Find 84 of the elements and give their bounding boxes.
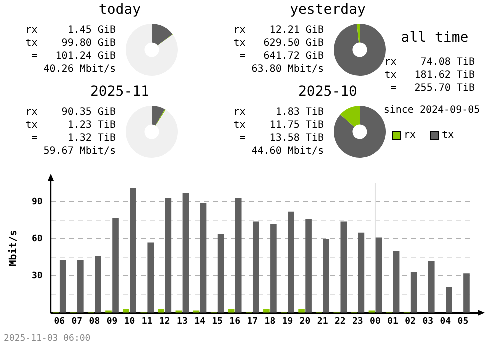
text: since 2024-09-05	[382, 104, 482, 117]
bar	[182, 193, 190, 313]
x-tick-label: 22	[334, 316, 346, 327]
x-tick-label: 19	[282, 316, 294, 327]
x-tick-label: 23	[352, 316, 364, 327]
x-tick-label: 07	[72, 316, 83, 327]
bar	[158, 309, 165, 313]
x-tick-label: 04	[440, 316, 452, 327]
x-tick-label: 02	[405, 316, 416, 327]
x-tick-label: 09	[106, 316, 118, 327]
text: rx 1.83 TiB	[234, 107, 324, 118]
chart-title: 2025-10	[297, 84, 358, 100]
bar	[218, 234, 224, 313]
x-tick-label: 14	[194, 316, 206, 327]
chart-title: yesterday	[289, 2, 367, 18]
bar	[60, 260, 66, 313]
text: tx 99.80 GiB	[26, 38, 116, 49]
text: = 641.72 GiB	[240, 51, 324, 62]
text: tx 1.23 TiB	[26, 120, 116, 131]
bar	[112, 218, 119, 313]
chart-title: 2025-11	[89, 84, 150, 100]
bar	[252, 222, 260, 313]
text: 59.67 Mbit/s	[44, 146, 116, 157]
bar	[464, 274, 470, 313]
bar	[306, 219, 312, 313]
bar	[358, 232, 365, 313]
x-tick-label: 16	[230, 316, 241, 327]
text: rx 90.35 GiB	[26, 107, 116, 118]
text: = 13.58 TiB	[240, 133, 324, 144]
y-tick-label: 30	[32, 271, 43, 282]
bar	[298, 309, 305, 313]
bar	[446, 287, 452, 313]
x-tick-label: 05	[458, 316, 469, 327]
x-tick-label: 15	[212, 316, 223, 327]
x-tick-label: 21	[317, 316, 328, 327]
text: tx 181.62 TiB	[384, 70, 475, 81]
x-tick-label: 17	[247, 316, 258, 327]
bar	[393, 251, 400, 313]
x-tick-label: 06	[54, 316, 66, 327]
x-tick-label: 08	[89, 316, 100, 327]
bar	[130, 188, 136, 313]
bar	[165, 198, 172, 313]
x-tick-label: 12	[159, 316, 170, 327]
bar	[288, 212, 294, 313]
text: = 1.32 TiB	[32, 133, 116, 144]
x-tick-label: 11	[142, 316, 153, 327]
bar	[123, 309, 130, 313]
x-tick-label: 13	[177, 316, 188, 327]
bar	[95, 256, 102, 313]
text: = 255.70 TiB	[390, 83, 475, 94]
y-axis-title: Mbit/s	[8, 230, 20, 266]
y-tick-label: 90	[32, 197, 43, 208]
bar	[428, 261, 435, 313]
bar	[323, 239, 330, 313]
text: = 101.24 GiB	[32, 51, 116, 62]
bar	[235, 198, 242, 313]
text: 40.26 Mbit/s	[44, 64, 116, 75]
bar	[264, 309, 270, 313]
bar	[410, 272, 418, 313]
x-tick-label: 00	[370, 316, 381, 327]
bar	[340, 222, 348, 313]
bar	[270, 224, 277, 313]
x-tick-label: 10	[124, 316, 136, 327]
text: 2025-11-03 06:00	[4, 334, 91, 344]
text: tx 11.75 TiB	[234, 120, 324, 131]
text: rx 1.45 GiB	[26, 25, 116, 36]
x-tick-label: 03	[422, 316, 434, 327]
x-tick-label: 18	[264, 316, 276, 327]
text: rx 74.08 TiB	[384, 57, 475, 68]
x-tick-label: 20	[300, 316, 311, 327]
text: tx 629.50 GiB	[234, 38, 324, 49]
bar	[148, 242, 154, 313]
text: all time	[400, 30, 470, 46]
bar	[376, 238, 382, 313]
bar	[78, 260, 84, 313]
chart-title: today	[98, 2, 142, 18]
text: rx 12.21 GiB	[234, 25, 324, 36]
legend-label: tx	[441, 130, 454, 141]
y-tick-label: 60	[32, 234, 43, 244]
x-tick-label: 01	[388, 316, 398, 327]
text: 63.80 Mbit/s	[252, 64, 324, 75]
bar	[200, 203, 207, 313]
legend-label: rx	[403, 130, 416, 141]
text: 44.60 Mbit/s	[252, 146, 324, 157]
